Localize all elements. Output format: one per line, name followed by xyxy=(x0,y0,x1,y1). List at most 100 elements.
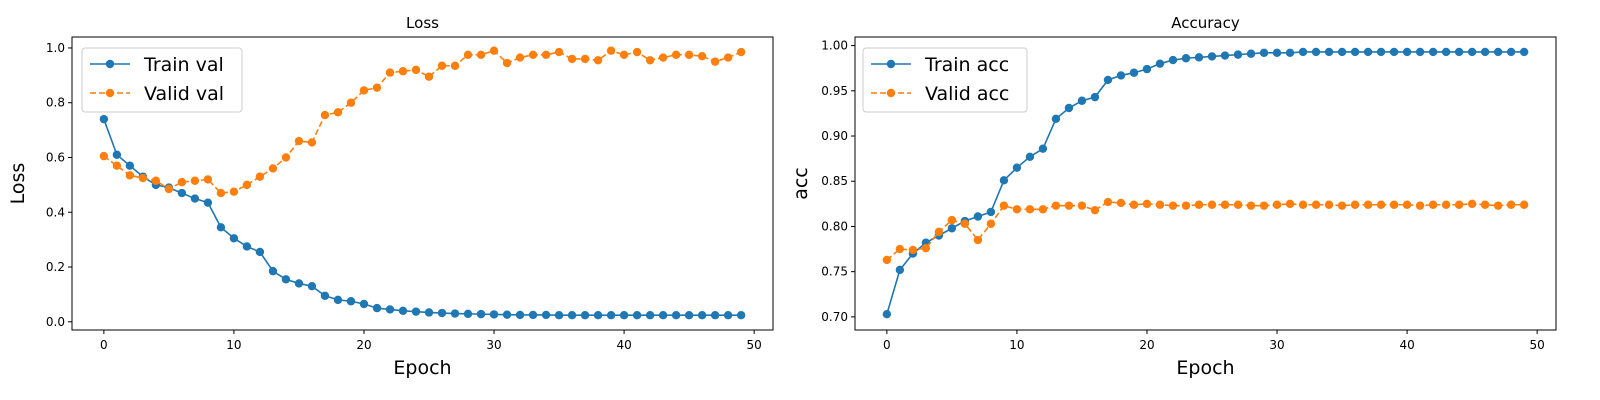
data-point xyxy=(464,51,472,59)
data-point xyxy=(1221,51,1229,59)
data-point xyxy=(1286,49,1294,57)
data-point xyxy=(399,307,407,315)
series-line xyxy=(887,202,1524,260)
data-point xyxy=(373,83,381,91)
data-point xyxy=(1078,97,1086,105)
data-point xyxy=(334,296,342,304)
data-point xyxy=(425,308,433,316)
data-point xyxy=(178,178,186,186)
data-point xyxy=(516,311,524,319)
data-point xyxy=(217,189,225,197)
data-point xyxy=(334,108,342,116)
data-point xyxy=(935,228,943,236)
data-point xyxy=(1390,201,1398,209)
data-point xyxy=(451,309,459,317)
series-line xyxy=(104,119,741,315)
data-point xyxy=(1130,201,1138,209)
data-point xyxy=(243,181,251,189)
data-point xyxy=(1507,48,1515,56)
data-point xyxy=(1000,176,1008,184)
data-point xyxy=(633,311,641,319)
data-point xyxy=(974,212,982,220)
data-point xyxy=(477,310,485,318)
data-point xyxy=(1429,48,1437,56)
data-point xyxy=(1091,206,1099,214)
y-tick-label: 0.2 xyxy=(46,260,65,274)
data-point xyxy=(1104,76,1112,84)
data-point xyxy=(1494,48,1502,56)
data-point xyxy=(1000,201,1008,209)
data-point xyxy=(217,223,225,231)
data-point xyxy=(1013,205,1021,213)
data-point xyxy=(1039,144,1047,152)
data-point xyxy=(191,194,199,202)
data-point xyxy=(165,185,173,193)
data-point xyxy=(711,57,719,65)
data-point xyxy=(1039,205,1047,213)
data-point xyxy=(672,51,680,59)
data-point xyxy=(1273,201,1281,209)
x-tick-label: 20 xyxy=(1139,338,1154,352)
data-point xyxy=(1442,48,1450,56)
y-tick-label: 1.00 xyxy=(821,39,848,53)
data-point xyxy=(1247,50,1255,58)
data-point xyxy=(1507,201,1515,209)
y-tick-label: 0.6 xyxy=(46,150,65,164)
data-point xyxy=(256,172,264,180)
chart-title: Loss xyxy=(406,14,439,32)
data-point xyxy=(100,152,108,160)
data-point xyxy=(1390,48,1398,56)
data-point xyxy=(178,189,186,197)
data-point xyxy=(961,220,969,228)
x-tick-label: 50 xyxy=(1530,338,1545,352)
data-point xyxy=(1364,201,1372,209)
data-point xyxy=(1156,59,1164,67)
data-point xyxy=(685,311,693,319)
data-point xyxy=(256,248,264,256)
data-point xyxy=(113,151,121,159)
data-point xyxy=(1494,201,1502,209)
data-point xyxy=(1442,201,1450,209)
data-point xyxy=(883,310,891,318)
data-point xyxy=(1312,48,1320,56)
data-point xyxy=(464,310,472,318)
data-point xyxy=(607,46,615,54)
data-point xyxy=(438,62,446,70)
data-point xyxy=(1325,48,1333,56)
data-point xyxy=(1312,201,1320,209)
data-point xyxy=(724,53,732,61)
data-point xyxy=(1260,49,1268,57)
legend-marker xyxy=(106,60,114,68)
data-point xyxy=(896,266,904,274)
data-point xyxy=(1377,48,1385,56)
legend-marker xyxy=(106,89,114,97)
x-axis-label: Epoch xyxy=(393,357,451,379)
data-point xyxy=(1026,205,1034,213)
data-point xyxy=(1299,201,1307,209)
data-point xyxy=(568,55,576,63)
data-point xyxy=(126,171,134,179)
y-tick-label: 0.70 xyxy=(821,310,848,324)
legend-label: Train acc xyxy=(924,54,1009,76)
data-point xyxy=(139,174,147,182)
x-tick-label: 10 xyxy=(1009,338,1024,352)
data-point xyxy=(1208,201,1216,209)
data-point xyxy=(1481,201,1489,209)
data-point xyxy=(1117,199,1125,207)
data-point xyxy=(1338,48,1346,56)
x-axis-label: Epoch xyxy=(1176,357,1234,379)
data-point xyxy=(191,177,199,185)
data-point xyxy=(451,62,459,70)
data-point xyxy=(987,220,995,228)
data-point xyxy=(948,216,956,224)
data-point xyxy=(347,99,355,107)
data-point xyxy=(1351,201,1359,209)
data-point xyxy=(1195,53,1203,61)
data-point xyxy=(594,56,602,64)
data-point xyxy=(1273,49,1281,57)
x-tick-label: 0 xyxy=(883,338,891,352)
data-point xyxy=(1403,48,1411,56)
data-point xyxy=(1221,201,1229,209)
data-point xyxy=(568,311,576,319)
